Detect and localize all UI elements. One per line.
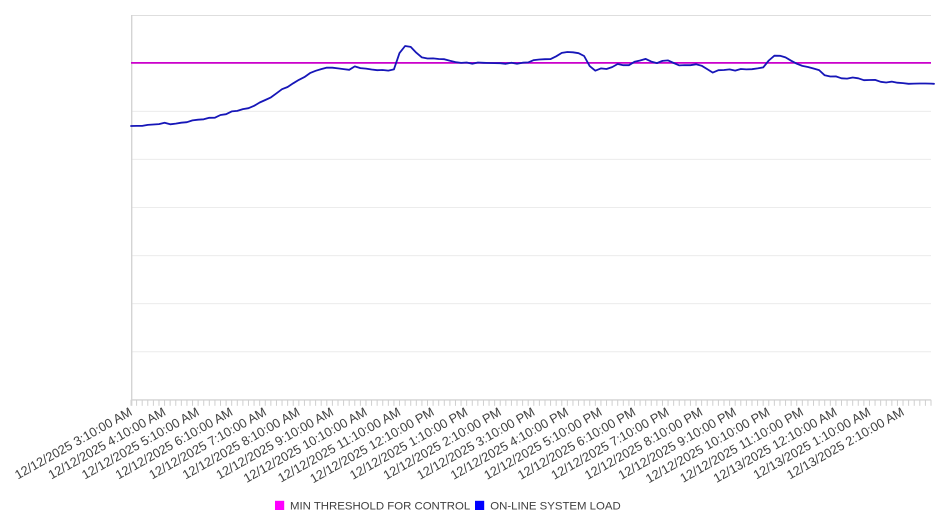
svg-text:MIN THRESHOLD FOR CONTROL: MIN THRESHOLD FOR CONTROL xyxy=(290,501,470,513)
svg-text:ON-LINE SYSTEM LOAD: ON-LINE SYSTEM LOAD xyxy=(490,501,620,513)
